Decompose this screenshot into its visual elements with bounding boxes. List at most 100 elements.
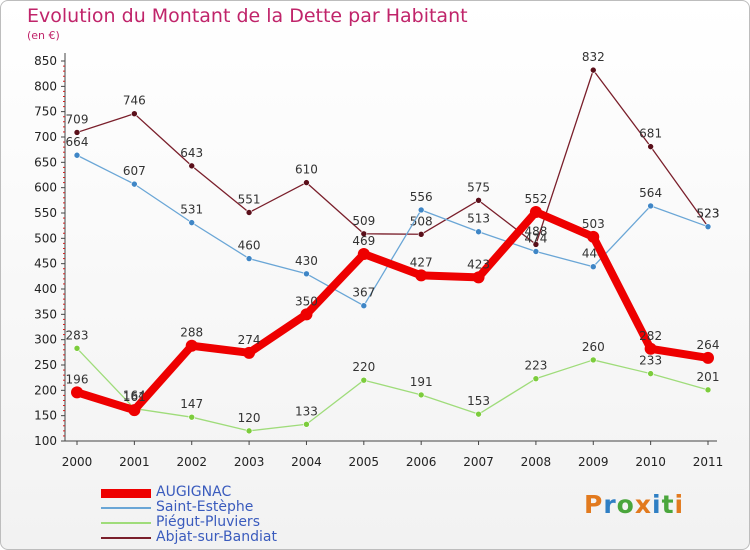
data-label: 367 xyxy=(352,286,375,300)
data-label: 133 xyxy=(295,404,318,418)
y-tick-label: 800 xyxy=(34,79,57,93)
data-label: 832 xyxy=(582,50,605,64)
data-label: 503 xyxy=(582,217,605,231)
y-tick-label: 150 xyxy=(34,409,57,423)
data-label: 523 xyxy=(697,207,720,221)
data-point xyxy=(587,230,600,243)
data-point xyxy=(185,339,198,352)
data-label: 575 xyxy=(467,180,490,194)
data-point xyxy=(475,197,482,204)
logo-letter: r xyxy=(603,490,617,519)
data-point xyxy=(589,263,597,271)
y-tick-label: 450 xyxy=(34,257,57,271)
data-point xyxy=(475,410,482,418)
data-point xyxy=(360,302,368,310)
data-label: 423 xyxy=(467,257,490,271)
data-label: 551 xyxy=(238,192,261,206)
data-label: 120 xyxy=(238,411,261,425)
data-point xyxy=(303,420,310,428)
data-point xyxy=(589,356,597,364)
data-point xyxy=(131,180,138,188)
data-label: 282 xyxy=(639,329,662,343)
y-tick-label: 100 xyxy=(34,434,57,448)
legend-swatch xyxy=(101,488,151,498)
data-label: 523 xyxy=(697,207,720,221)
x-tick-label: 2010 xyxy=(635,455,666,469)
legend-swatch xyxy=(101,507,151,509)
data-point xyxy=(360,376,368,384)
data-point xyxy=(589,66,597,74)
data-label: 283 xyxy=(66,328,89,342)
x-tick-label: 2005 xyxy=(349,455,380,469)
data-point xyxy=(532,241,540,248)
y-tick-label: 850 xyxy=(34,54,57,68)
data-point xyxy=(647,202,654,210)
data-label: 350 xyxy=(295,294,318,308)
chart-subtitle: (en €) xyxy=(27,29,60,42)
data-label: 288 xyxy=(180,326,203,340)
data-point xyxy=(303,270,310,278)
y-tick-label: 550 xyxy=(34,206,57,220)
logo-letter: i xyxy=(652,490,662,519)
y-tick-label: 500 xyxy=(34,231,57,245)
x-tick-label: 2000 xyxy=(62,455,93,469)
data-point xyxy=(647,370,654,377)
x-tick-label: 2003 xyxy=(234,455,265,469)
legend-label: AUGIGNAC xyxy=(156,484,232,500)
data-label: 508 xyxy=(410,214,433,228)
data-point xyxy=(475,228,482,236)
data-label: 191 xyxy=(410,375,433,389)
y-tick-label: 300 xyxy=(34,333,57,347)
data-point xyxy=(128,404,141,417)
data-point xyxy=(417,391,425,399)
data-label: 201 xyxy=(697,370,720,384)
data-point xyxy=(647,143,654,150)
series-line-augignac xyxy=(73,207,712,415)
data-label: 488 xyxy=(524,224,547,238)
y-tick-label: 200 xyxy=(34,383,57,397)
data-point xyxy=(532,375,540,382)
data-label: 552 xyxy=(524,192,547,206)
data-point xyxy=(472,271,485,284)
data-label: 513 xyxy=(467,212,490,226)
data-point xyxy=(188,162,196,170)
y-tick-label: 400 xyxy=(34,282,57,296)
y-tick-label: 700 xyxy=(34,130,57,144)
data-point xyxy=(73,129,81,136)
data-point xyxy=(300,308,313,321)
data-point xyxy=(245,427,253,435)
logo-letter: o xyxy=(616,490,635,519)
data-label: 223 xyxy=(524,359,547,373)
data-label: 681 xyxy=(639,127,662,141)
x-tick-label: 2002 xyxy=(176,455,207,469)
data-point xyxy=(73,344,81,352)
data-point xyxy=(644,342,657,355)
data-label: 709 xyxy=(66,112,89,126)
data-point xyxy=(73,151,81,159)
data-point xyxy=(245,209,253,216)
y-tick-label: 600 xyxy=(34,181,57,195)
data-point xyxy=(704,386,712,394)
data-label: 746 xyxy=(123,94,146,108)
data-label: 474 xyxy=(524,232,547,246)
data-label: 607 xyxy=(123,164,146,178)
data-label: 427 xyxy=(410,255,433,269)
x-tick-label: 2001 xyxy=(119,455,150,469)
data-label: 233 xyxy=(639,354,662,368)
data-point xyxy=(131,110,138,117)
x-tick-label: 2008 xyxy=(521,455,552,469)
data-label: 147 xyxy=(180,397,203,411)
legend-swatch xyxy=(101,537,151,539)
data-label: 469 xyxy=(352,234,375,248)
y-tick-label: 250 xyxy=(34,358,57,372)
y-tick-label: 750 xyxy=(34,105,57,119)
series-line-abjat-sur-bandiat xyxy=(76,69,709,246)
y-tick-label: 350 xyxy=(34,307,57,321)
data-label: 664 xyxy=(66,135,89,149)
data-point xyxy=(188,219,196,226)
legend-swatch xyxy=(101,522,151,524)
proxiti-logo: Proxiti xyxy=(584,490,684,519)
data-label: 264 xyxy=(697,338,720,352)
data-label: 430 xyxy=(295,254,318,268)
